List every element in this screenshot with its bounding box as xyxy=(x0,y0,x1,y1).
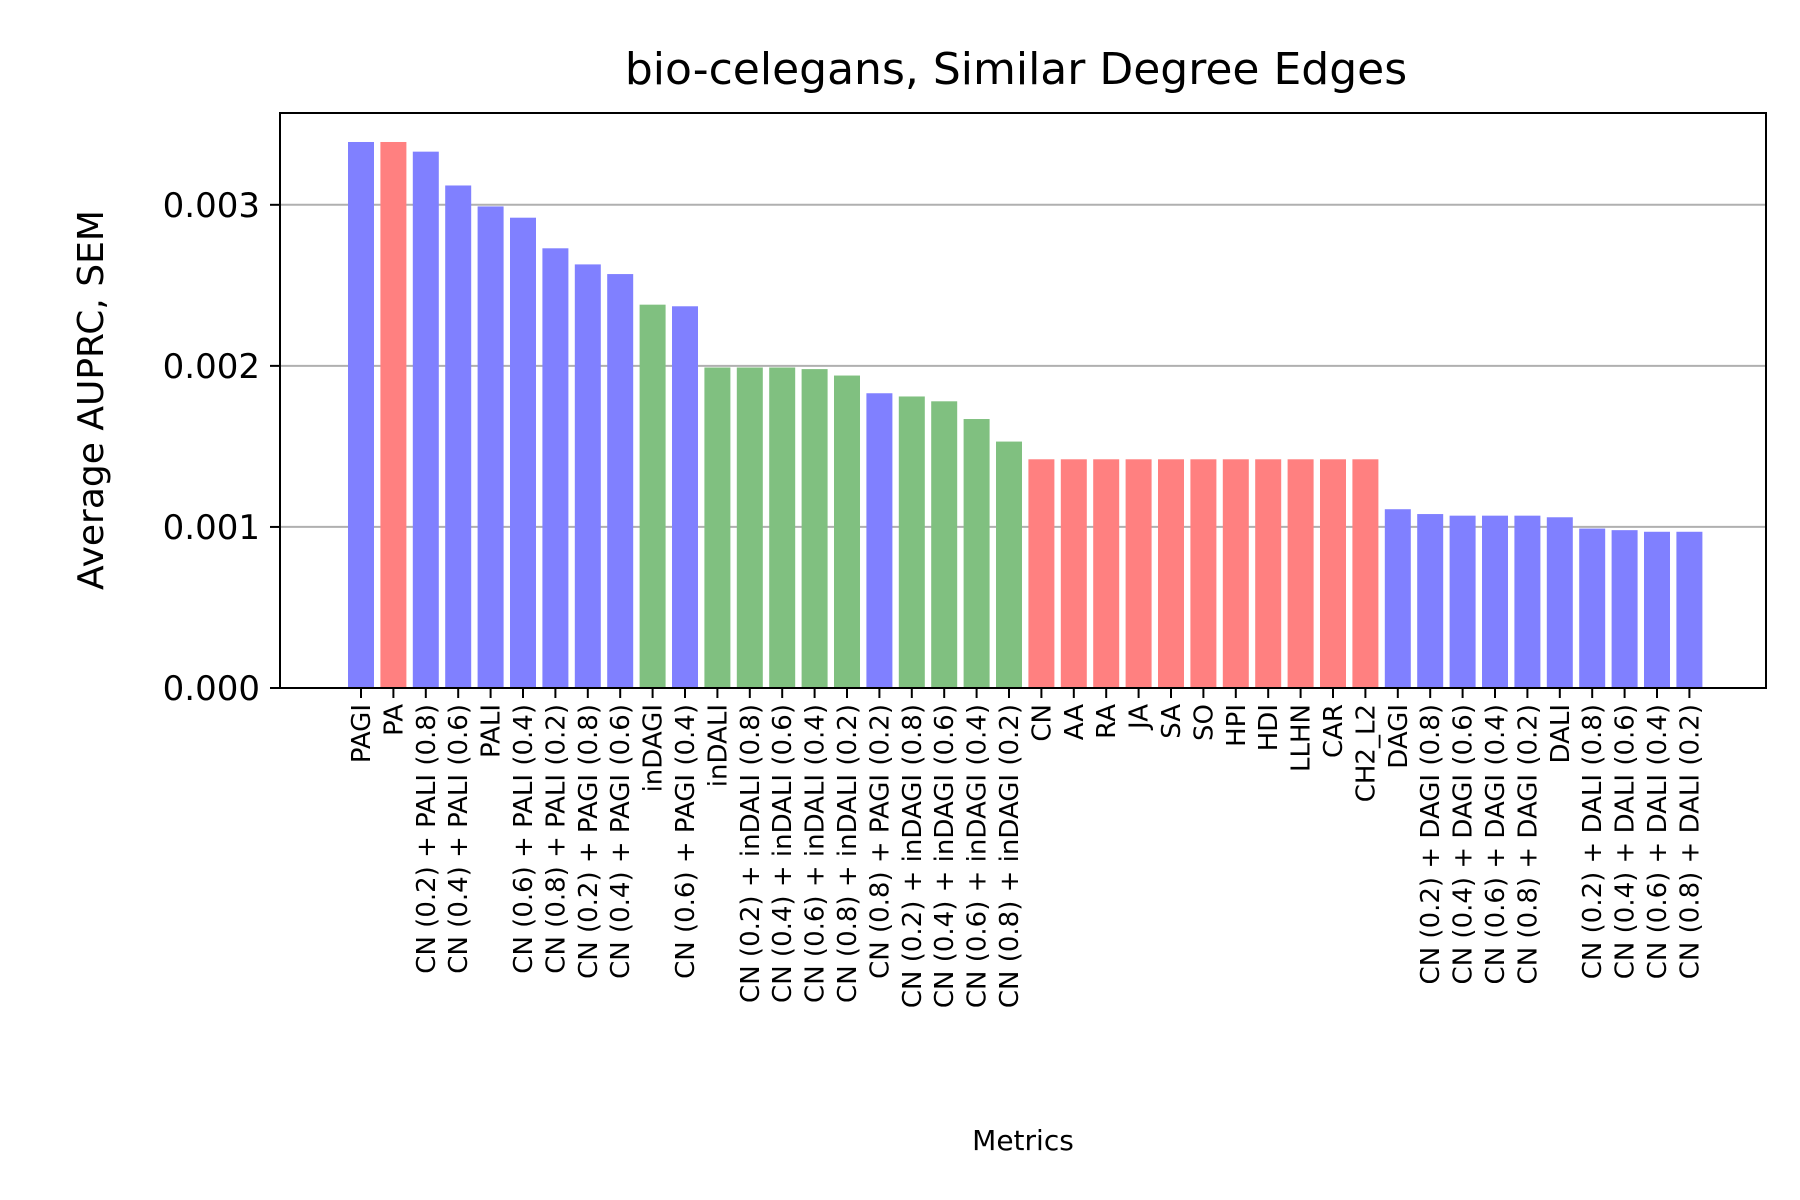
y-tick-label: 0.000 xyxy=(163,669,260,709)
y-tick-label: 0.003 xyxy=(163,186,260,226)
bar xyxy=(1417,514,1444,688)
bar xyxy=(769,367,796,688)
bar xyxy=(736,367,763,688)
bar xyxy=(1222,459,1249,688)
bar xyxy=(963,419,990,688)
x-tick-label: JA xyxy=(1125,704,1155,731)
bar xyxy=(672,306,698,688)
x-tick-label: CN (0.2) + PALI (0.8) xyxy=(412,704,442,974)
bar xyxy=(1190,459,1217,688)
bar xyxy=(510,217,536,688)
x-tick-label: CN (0.2) + DALI (0.8) xyxy=(1578,704,1608,979)
x-tick-label: CN (0.6) + inDAGI (0.4) xyxy=(963,704,993,1008)
x-tick-label: PALI xyxy=(477,704,507,758)
bar xyxy=(996,441,1022,688)
bar xyxy=(1482,515,1508,688)
x-tick-label: HDI xyxy=(1254,704,1284,751)
bar xyxy=(834,375,860,688)
bar xyxy=(931,401,958,688)
x-tick-label: CN (0.6) + inDALI (0.4) xyxy=(801,704,831,1003)
bar xyxy=(1546,517,1573,688)
bar xyxy=(1579,528,1606,688)
x-tick-label: AA xyxy=(1060,704,1090,741)
bar xyxy=(1676,531,1703,688)
bar xyxy=(445,185,472,688)
bar xyxy=(1287,459,1314,688)
bar xyxy=(639,304,666,688)
x-tick-label: CN (0.8) + inDAGI (0.2) xyxy=(995,704,1025,1008)
bar xyxy=(1384,509,1411,688)
x-tick-label: CN (0.2) + DAGI (0.8) xyxy=(1416,704,1446,984)
bar xyxy=(1320,459,1346,688)
x-tick-label: CN (0.6) + PAGI (0.4) xyxy=(671,704,701,979)
x-tick-label: CN (0.2) + inDAGI (0.8) xyxy=(898,704,928,1008)
chart-title: bio-celegans, Similar Degree Edges xyxy=(625,44,1407,95)
x-tick-label: CN (0.2) + inDALI (0.8) xyxy=(736,704,766,1003)
bar xyxy=(898,396,925,688)
bar xyxy=(1125,459,1152,688)
x-tick-label: CN (0.6) + PALI (0.4) xyxy=(509,704,539,974)
x-tick-label: CN (0.4) + PAGI (0.6) xyxy=(606,704,636,979)
x-tick-label: CN (0.4) + DALI (0.6) xyxy=(1611,704,1641,979)
bar xyxy=(412,151,439,688)
x-tick-label: CH2_L2 xyxy=(1351,704,1381,802)
bar xyxy=(1352,459,1379,688)
bar xyxy=(866,393,893,688)
bar xyxy=(704,367,731,688)
x-tick-label: CN (0.4) + inDAGI (0.6) xyxy=(930,704,960,1008)
bars xyxy=(348,141,1703,689)
bar xyxy=(1093,459,1120,688)
x-tick-label: DALI xyxy=(1546,704,1576,764)
x-tick-label: PAGI xyxy=(347,704,377,763)
bar xyxy=(1158,459,1184,688)
x-tick-label: inDAGI xyxy=(639,704,669,792)
bar xyxy=(1611,530,1638,688)
x-tick-label: CN (0.2) + PAGI (0.8) xyxy=(574,704,604,979)
bar xyxy=(1449,515,1476,688)
x-tick-label: RA xyxy=(1092,704,1122,739)
x-axis-label: Metrics xyxy=(972,1124,1074,1157)
plot-frame xyxy=(279,112,1767,689)
x-tick-label: SA xyxy=(1157,704,1187,739)
x-tick-label: DAGI xyxy=(1384,704,1414,769)
bar xyxy=(477,206,504,689)
bar xyxy=(542,248,569,688)
x-tick-label: PA xyxy=(379,704,409,736)
bar xyxy=(574,264,601,688)
x-tick-label: CN xyxy=(1027,704,1057,742)
x-tick-label: CAR xyxy=(1319,704,1349,758)
x-tick-label: CN (0.8) + PAGI (0.2) xyxy=(865,704,895,979)
x-tick-label: CN (0.6) + DALI (0.4) xyxy=(1643,704,1673,979)
x-tick-label: CN (0.4) + PALI (0.6) xyxy=(444,704,474,974)
x-tick-label: CN (0.8) + PALI (0.2) xyxy=(541,704,571,974)
bar xyxy=(380,141,407,689)
x-tick-label: LLHN xyxy=(1287,704,1317,772)
bar xyxy=(1255,459,1282,688)
bar xyxy=(1060,459,1087,688)
x-tick-label: CN (0.8) + DAGI (0.2) xyxy=(1513,704,1543,984)
x-tick-label: SO xyxy=(1189,704,1219,741)
x-tick-label: CN (0.4) + inDALI (0.6) xyxy=(768,704,798,1003)
x-axis: PAGI PA CN (0.2) + PALI (0.8) CN (0.4) + PA… xyxy=(347,688,1705,1008)
bar xyxy=(801,369,828,688)
x-tick-label: CN (0.6) + DAGI (0.4) xyxy=(1481,704,1511,984)
x-tick-label: HPI xyxy=(1222,704,1252,747)
x-tick-label: inDALI xyxy=(703,704,733,787)
x-tick-label: CN (0.4) + DAGI (0.6) xyxy=(1449,704,1479,984)
x-tick-label: CN (0.8) + inDALI (0.2) xyxy=(833,704,863,1003)
bar xyxy=(348,141,374,689)
y-tick-label: 0.002 xyxy=(163,347,260,387)
x-tick-label: CN (0.8) + DALI (0.2) xyxy=(1675,704,1705,979)
y-axis: 0.000 0.001 0.002 0.003 xyxy=(163,186,280,709)
bar xyxy=(1644,531,1670,688)
y-tick-label: 0.001 xyxy=(163,508,260,548)
bar xyxy=(1514,515,1541,688)
bar xyxy=(1028,459,1055,688)
bar xyxy=(607,274,634,688)
y-axis-label: Average AUPRC, SEM xyxy=(71,210,112,590)
